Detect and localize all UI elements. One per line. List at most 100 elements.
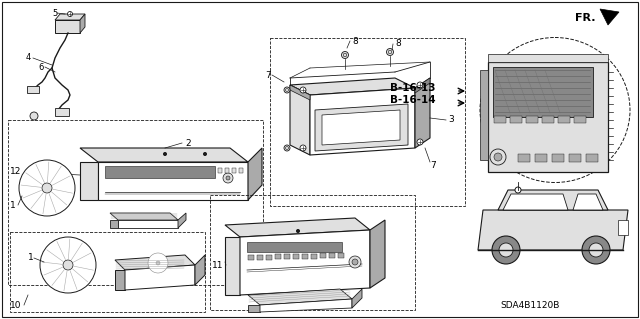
Bar [140,172,145,176]
Circle shape [589,243,603,257]
Bar [116,172,121,176]
Circle shape [156,261,160,265]
Polygon shape [290,85,310,100]
Bar [338,253,344,258]
Bar [569,154,581,162]
Bar [266,255,272,260]
Circle shape [417,139,423,145]
Polygon shape [118,220,178,228]
Polygon shape [225,237,240,295]
Circle shape [204,152,207,155]
Bar [105,166,215,178]
Polygon shape [370,220,385,288]
Text: 3: 3 [448,115,454,124]
Bar [275,254,281,259]
Polygon shape [478,210,628,250]
Bar [542,116,554,123]
Polygon shape [80,148,248,162]
Text: B-16-13: B-16-13 [390,83,435,93]
Circle shape [284,145,290,151]
Polygon shape [55,14,85,20]
Text: 1: 1 [10,201,16,210]
Bar [329,253,335,258]
Bar [558,116,570,123]
Bar [535,154,547,162]
Bar [164,172,169,176]
Text: 4: 4 [26,54,31,63]
Bar [196,172,201,176]
Bar [132,172,137,176]
Text: 11: 11 [212,261,223,270]
Bar [284,254,290,259]
Polygon shape [240,230,370,295]
Bar [172,172,177,176]
Polygon shape [248,305,260,312]
Circle shape [19,160,75,216]
Text: 10: 10 [10,300,22,309]
Bar [311,254,317,259]
Bar [218,168,222,173]
Circle shape [490,149,506,165]
Polygon shape [322,110,400,145]
Bar [618,220,628,235]
Text: B-16-14: B-16-14 [390,95,436,105]
Text: 8: 8 [395,40,401,48]
Text: 7: 7 [265,70,271,79]
Polygon shape [248,289,352,305]
Polygon shape [352,289,362,308]
Bar [148,172,153,176]
Circle shape [163,152,166,155]
Bar [180,172,185,176]
Circle shape [492,236,520,264]
Circle shape [342,51,349,58]
Circle shape [223,173,233,183]
Circle shape [148,253,168,273]
Bar [55,108,69,116]
Polygon shape [115,255,195,270]
Polygon shape [290,85,310,155]
Bar [247,242,342,252]
Polygon shape [415,78,430,148]
Text: SDA4B1120B: SDA4B1120B [500,300,559,309]
Polygon shape [260,299,352,312]
Polygon shape [55,20,80,33]
Bar [510,116,522,123]
Text: 12: 12 [10,167,21,176]
Text: 5: 5 [52,9,57,18]
Polygon shape [115,270,125,290]
Circle shape [300,87,306,93]
Bar [210,195,415,310]
Polygon shape [498,190,608,210]
Polygon shape [125,265,195,290]
Polygon shape [98,162,248,200]
Circle shape [494,153,502,161]
Text: 6: 6 [38,63,44,71]
Circle shape [387,48,394,56]
Circle shape [63,260,73,270]
Text: 8: 8 [352,36,358,46]
Bar [156,172,161,176]
Bar [494,116,506,123]
Circle shape [67,11,72,17]
Bar [586,154,598,162]
Circle shape [30,112,38,120]
Ellipse shape [480,38,630,182]
Polygon shape [310,88,415,155]
Bar [239,168,243,173]
Circle shape [296,229,300,233]
Bar [124,172,129,176]
Bar [488,54,608,62]
Circle shape [515,187,521,193]
Polygon shape [573,194,603,210]
Text: 1: 1 [28,254,34,263]
Polygon shape [110,213,178,220]
Bar [302,254,308,259]
Circle shape [417,82,423,88]
Bar [108,172,113,176]
Bar [270,38,465,206]
Circle shape [499,243,513,257]
Bar [10,232,205,312]
Circle shape [42,183,52,193]
Bar [293,254,299,259]
Circle shape [226,176,230,180]
